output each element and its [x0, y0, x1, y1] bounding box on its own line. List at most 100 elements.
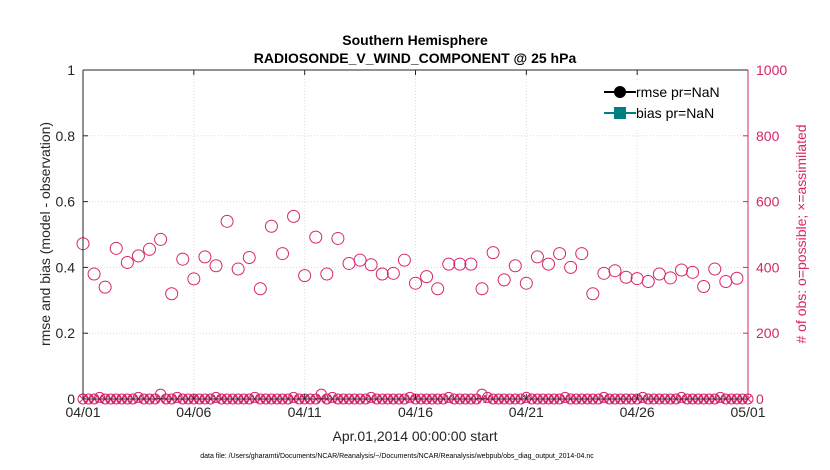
axes-layer: 04/01 04/06 04/11 04/16 04/21 04/26 05/0100.20…: [56, 62, 788, 420]
obs-possible-point: [397, 253, 411, 267]
obs-possible-zero-point: [365, 391, 377, 403]
legend: rmse pr=NaN bias pr=NaN: [598, 80, 738, 128]
obs-possible-point: [686, 265, 700, 279]
obs-possible-point: [242, 251, 256, 265]
legend-rmse-label: rmse pr=NaN: [636, 84, 720, 100]
y-right-tick-label: 600: [756, 194, 780, 210]
x-tick-label: 04/16: [398, 404, 433, 420]
y-axis-right-label: # of obs: o=possible; ×=assimilated: [793, 124, 809, 343]
obs-possible-point: [497, 273, 511, 287]
obs-possible-point: [231, 262, 245, 276]
y-right-tick-label: 800: [756, 128, 780, 144]
chart-title: Southern Hemisphere: [342, 32, 488, 48]
obs-possible-point: [187, 272, 201, 286]
x-tick-label: 05/01: [730, 404, 765, 420]
obs-possible-zero-point: [326, 391, 338, 403]
obs-possible-point: [608, 264, 622, 278]
obs-possible-point: [409, 276, 422, 290]
y-right-tick-label: 0: [756, 391, 764, 407]
y-left-tick-label: 1: [67, 62, 75, 78]
obs-possible-zero-point: [598, 391, 610, 403]
y-right-tick-label: 1000: [756, 62, 787, 78]
obs-possible-point: [508, 259, 522, 273]
y-left-tick-label: 0.4: [56, 259, 76, 275]
obs-possible-point: [331, 231, 345, 245]
obs-possible-point: [120, 255, 134, 269]
obs-possible-point: [320, 267, 334, 281]
obs-possible-point: [530, 250, 544, 264]
obs-possible-point: [442, 257, 456, 271]
obs-possible-zero-point: [482, 391, 494, 403]
obs-possible-point: [486, 246, 500, 260]
obs-possible-point: [386, 266, 400, 280]
obs-possible-point: [253, 282, 267, 296]
obs-possible-point: [453, 257, 467, 271]
obs-possible-point: [309, 230, 323, 244]
legend-bias-label: bias pr=NaN: [636, 105, 714, 121]
obs-possible-zero-point: [637, 391, 649, 403]
obs-possible-point: [209, 259, 223, 273]
obs-possible-zero-point: [132, 391, 144, 403]
y-right-tick-label: 200: [756, 325, 780, 341]
obs-possible-point: [663, 271, 677, 285]
obs-possible-point: [353, 253, 367, 267]
x-axis-label: Apr.01,2014 00:00:00 start: [332, 428, 497, 444]
obs-possible-point: [564, 260, 578, 274]
obs-possible-point: [109, 241, 123, 255]
obs-possible-zero-point: [559, 391, 571, 403]
obs-possible-point: [431, 282, 445, 296]
obs-possible-zero-point: [210, 391, 222, 403]
obs-possible-point: [220, 214, 234, 228]
obs-possible-point: [519, 276, 533, 290]
legend-bias-marker: [614, 107, 626, 119]
obs-possible-point: [298, 269, 312, 283]
obs-possible-zero-point: [714, 391, 726, 403]
obs-possible-point: [143, 242, 156, 256]
obs-possible-point: [87, 267, 101, 281]
y-axis-left-label: rmse and bias (model - observation): [37, 122, 53, 346]
obs-possible-point: [619, 270, 633, 284]
obs-possible-point: [575, 247, 589, 261]
y-left-tick-label: 0: [67, 391, 75, 407]
obs-possible-point: [154, 232, 168, 246]
data-file-footer: data file: /Users/gharamti/Documents/NCA…: [200, 453, 594, 460]
obs-possible-point: [364, 258, 378, 272]
y-left-tick-label: 0.6: [56, 194, 76, 210]
chart-subtitle: RADIOSONDE_V_WIND_COMPONENT @ 25 hPa: [254, 50, 577, 66]
obs-possible-point: [287, 209, 301, 223]
obs-possible-point: [176, 252, 190, 266]
obs-possible-point: [542, 257, 555, 271]
obs-possible-point: [730, 271, 744, 285]
y-left-tick-label: 0.2: [56, 325, 76, 341]
obs-possible-zero-point: [171, 391, 183, 403]
obs-possible-point: [641, 275, 655, 289]
obs-possible-point: [198, 250, 212, 264]
x-tick-label: 04/21: [509, 404, 544, 420]
legend-rmse-marker: [614, 86, 626, 98]
obs-possible-zero-point: [249, 391, 261, 403]
obs-possible-zero-point: [443, 391, 455, 403]
obs-possible-point: [165, 287, 179, 301]
obs-possible-point: [98, 280, 112, 294]
obs-possible-point: [131, 249, 145, 263]
obs-possible-point: [464, 257, 478, 271]
x-tick-label: 04/26: [620, 404, 655, 420]
obs-possible-point: [475, 282, 489, 296]
obs-possible-zero-point: [94, 391, 106, 403]
obs-possible-zero-point: [404, 391, 416, 403]
obs-possible-point: [708, 262, 722, 276]
x-tick-label: 04/11: [288, 404, 322, 420]
x-tick-label: 04/01: [65, 404, 100, 420]
obs-possible-point: [586, 287, 600, 301]
y-left-tick-label: 0.8: [56, 128, 76, 144]
x-tick-label: 04/06: [176, 404, 211, 420]
obs-possible-point: [420, 270, 434, 284]
obs-possible-point: [276, 247, 289, 261]
obs-possible-point: [264, 219, 278, 233]
y-right-tick-label: 400: [756, 259, 780, 275]
obs-possible-zero-point: [288, 391, 300, 403]
obs-possible-point: [697, 279, 711, 293]
obs-possible-point: [553, 247, 567, 261]
obs-possible-zero-point: [520, 391, 532, 403]
